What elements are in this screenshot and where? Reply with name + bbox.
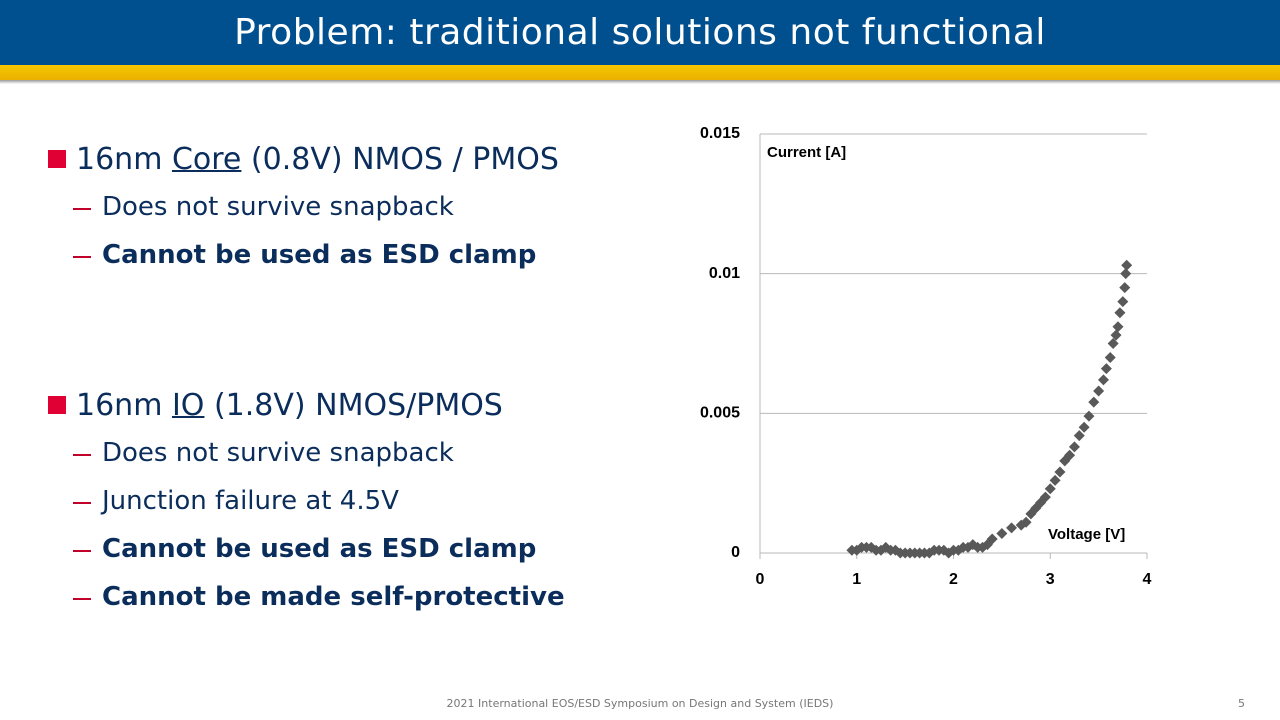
sub-bullet: Junction failure at 4.5V bbox=[48, 486, 565, 534]
dash bbox=[73, 208, 91, 210]
data-point bbox=[1049, 474, 1061, 486]
data-point bbox=[1112, 321, 1124, 333]
bullet-marker bbox=[48, 396, 66, 414]
bullet-group: 16nm IO (1.8V) NMOS/PMOS Does not survive… bbox=[48, 388, 565, 630]
sub-bullet-text: Cannot be made self-protective bbox=[102, 582, 565, 612]
sub-bullet-text: Junction failure at 4.5V bbox=[102, 486, 399, 516]
data-point bbox=[1044, 483, 1056, 495]
data-point bbox=[1121, 259, 1133, 271]
data-point bbox=[1088, 396, 1100, 408]
y-axis-title: Current [A] bbox=[767, 144, 846, 161]
bullet-underlined: IO bbox=[171, 388, 205, 423]
y-tick-label: 0.01 bbox=[709, 265, 740, 282]
dash bbox=[73, 454, 91, 456]
data-point bbox=[1107, 338, 1119, 349]
sub-bullet-text: Does not survive snapback bbox=[102, 438, 454, 468]
dash bbox=[73, 550, 91, 552]
bullet-text: 16nm bbox=[76, 142, 172, 177]
data-point bbox=[1119, 282, 1131, 294]
y-tick-label: 0.005 bbox=[700, 405, 740, 422]
bullet-group: 16nm Core (0.8V) NMOS / PMOS Does not sur… bbox=[48, 142, 559, 288]
data-point bbox=[1117, 296, 1129, 308]
data-point bbox=[1093, 385, 1105, 397]
data-point bbox=[1006, 522, 1018, 534]
data-point bbox=[986, 533, 998, 545]
x-tick-label: 3 bbox=[1046, 571, 1055, 588]
dash bbox=[73, 502, 91, 504]
sub-bullet-text: Cannot be used as ESD clamp bbox=[102, 534, 537, 564]
sub-bullet: Does not survive snapback bbox=[48, 438, 565, 486]
accent-band bbox=[0, 65, 1280, 80]
data-point bbox=[1064, 449, 1076, 461]
bullet: 16nm IO (1.8V) NMOS/PMOS bbox=[48, 388, 565, 438]
data-point bbox=[1110, 329, 1122, 341]
data-point bbox=[1104, 351, 1116, 363]
bullet: 16nm Core (0.8V) NMOS / PMOS bbox=[48, 142, 559, 192]
bullet-text: (1.8V) NMOS/PMOS bbox=[204, 388, 503, 423]
shadow bbox=[0, 80, 1280, 84]
dash bbox=[73, 598, 91, 600]
sub-bullet: Cannot be used as ESD clamp bbox=[48, 240, 559, 288]
data-point bbox=[1054, 466, 1066, 478]
x-tick-label: 2 bbox=[949, 571, 958, 588]
data-point bbox=[1020, 516, 1032, 528]
sub-bullet-text: Does not survive snapback bbox=[102, 192, 454, 222]
data-point bbox=[1068, 441, 1080, 453]
data-point bbox=[1097, 374, 1109, 386]
data-point bbox=[1083, 410, 1095, 422]
sub-bullet: Cannot be used as ESD clamp bbox=[48, 534, 565, 582]
data-point bbox=[1114, 307, 1126, 319]
footer: 2021 International EOS/ESD Symposium on … bbox=[446, 697, 834, 710]
sub-bullet: Does not survive snapback bbox=[48, 192, 559, 240]
sub-bullet-text: Cannot be used as ESD clamp bbox=[102, 240, 537, 270]
x-tick-label: 0 bbox=[756, 571, 765, 588]
bullet-text: 16nm bbox=[76, 388, 172, 423]
bullet-marker bbox=[48, 150, 66, 168]
x-axis-title: Voltage [V] bbox=[1048, 526, 1125, 543]
data-point bbox=[1039, 491, 1051, 503]
dash bbox=[73, 256, 91, 258]
y-tick-label: 0 bbox=[731, 544, 740, 561]
x-tick-label: 4 bbox=[1143, 571, 1152, 588]
data-point bbox=[1078, 421, 1090, 433]
title-bar bbox=[0, 0, 1280, 65]
slide-title: Problem: traditional solutions not funct… bbox=[234, 12, 1046, 53]
bullet-underlined: Core bbox=[171, 142, 242, 177]
x-tick-label: 1 bbox=[852, 571, 861, 588]
sub-bullet: Cannot be made self-protective bbox=[48, 582, 565, 630]
y-tick-label: 0.015 bbox=[700, 125, 740, 142]
data-point bbox=[996, 527, 1008, 539]
data-point bbox=[1120, 268, 1132, 280]
data-point bbox=[1100, 363, 1112, 375]
bullet-text: (0.8V) NMOS / PMOS bbox=[241, 142, 559, 177]
data-point bbox=[1073, 430, 1085, 442]
page-number: 5 bbox=[1238, 697, 1245, 710]
